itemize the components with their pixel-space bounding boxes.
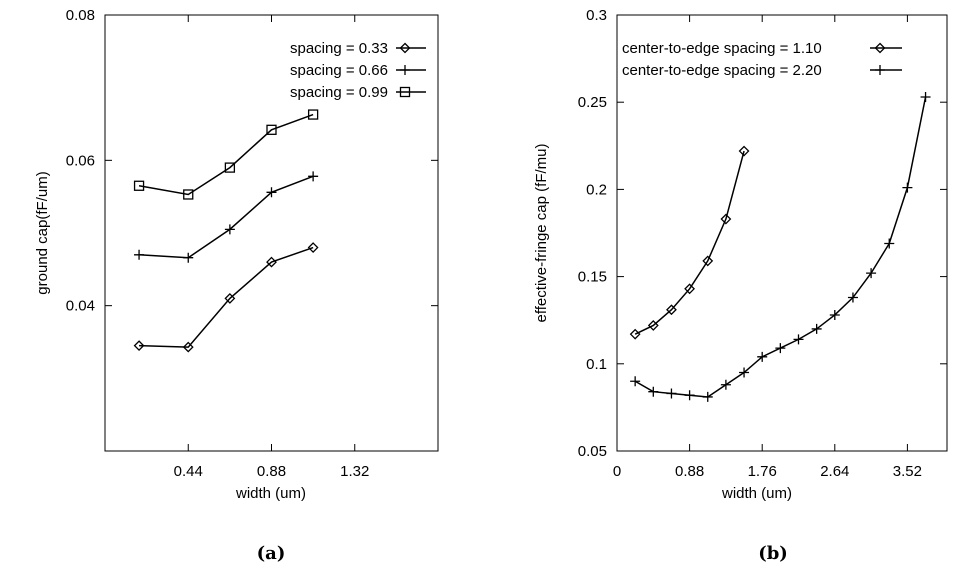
chart-a-y-tick-label: 0.08 [66,7,95,24]
chart-a-legend: spacing = 0.33 spacing = 0.66 spacing = 0.… [290,40,426,101]
chart-a-series-line-3 [138,113,314,196]
chart-a-x-axis-label: width (um) [235,485,306,502]
chart-b-data-point [684,390,695,401]
chart-a-data-point [266,187,277,198]
chart-b-x-tick-label: 0.88 [675,463,704,480]
chart-a-legend-marker [400,65,410,75]
chart-a-caption: (a) [257,543,286,564]
chart-a-legend-marker [399,42,411,54]
chart-b-data-point [793,334,804,345]
chart-b-legend-label: center-to-edge spacing = 2.20 [622,62,822,79]
chart-a-data-point [133,180,145,191]
chart-b-series-group [629,91,931,402]
chart-a-x-tick-label: 0.44 [174,463,203,480]
chart-b-data-point [666,304,677,316]
chart-a-legend-label: spacing = 0.99 [290,84,388,101]
chart-b-data-point [775,343,786,354]
chart-b-data-point [757,351,768,362]
chart-a-data-point [182,341,194,353]
chart-b-y-tick-label: 0.1 [586,356,607,373]
chart-b-plot-frame [616,14,948,452]
chart-b-data-point [884,238,895,249]
chart-b-data-point [702,391,713,402]
chart-b-legend-label: center-to-edge spacing = 1.10 [622,40,822,57]
chart-b-x-tick-label: 1.76 [748,463,777,480]
chart-a-data-point [224,224,235,235]
chart-a-legend-entry: spacing = 0.66 [290,62,426,79]
chart-b-y-tick-label: 0.15 [578,269,607,286]
chart-b-data-point [866,268,877,279]
chart-b-legend-marker [874,42,886,54]
chart-a-data-point [183,189,194,200]
chart-a-data-point [266,124,277,135]
chart-a-data-point [308,171,319,182]
chart-b-legend: center-to-edge spacing = 1.10 center-to-e… [622,40,902,79]
chart-b-data-point [630,376,641,387]
chart-a-y-axis: 0.04 0.06 0.08 [66,7,438,315]
chart-b-data-point [739,367,750,378]
chart-a-data-point [133,340,145,352]
chart-a-series-line-2 [139,175,314,259]
chart-b-legend-entry: center-to-edge spacing = 1.10 [622,40,902,57]
chart-b-x-tick-label: 3.52 [893,463,922,480]
chart-a-y-tick-label: 0.04 [66,298,95,315]
chart-b-data-point [920,91,931,102]
chart-a-x-axis: 0.44 0.88 1.32 [174,15,369,480]
chart-b-y-axis-label: effective-fringe cap (fF/mu) [533,144,550,323]
chart-b-data-point [847,292,858,303]
chart-a-data-point [266,256,277,268]
chart-b-data-point [829,309,840,320]
chart-b-y-axis: 0.05 0.1 0.15 0.2 0.25 0.3 [578,7,947,460]
chart-b-data-point [720,213,732,225]
chart-a-legend-label: spacing = 0.33 [290,40,388,57]
chart-b: 0 0.88 1.76 2.64 3.52 0.050.10.150.20.250.3 … [533,7,948,564]
chart-a-plot-frame [104,14,439,452]
chart-b-data-point [629,328,641,340]
chart-b-y-tick-label: 0.3 [586,7,607,24]
chart-b-data-point [666,388,677,399]
chart-b-data-point [738,145,750,157]
chart-a: 0.44 0.88 1.32 0.04 0.06 0.08 spacing = 0.33… [34,7,439,564]
chart-a-legend-label: spacing = 0.66 [290,62,388,79]
chart-b-legend-marker [875,65,885,75]
chart-b-data-point [648,386,659,397]
chart-b-caption: (b) [758,543,788,564]
chart-b-y-tick-label: 0.05 [578,443,607,460]
chart-b-data-point [720,379,731,390]
chart-a-data-point [134,249,145,260]
chart-a-data-point [307,242,319,253]
chart-b-data-point [684,283,696,295]
chart-b-data-point [647,320,659,331]
chart-a-series-line-1 [139,246,314,348]
chart-a-data-point [224,292,236,304]
chart-b-y-tick-label: 0.25 [578,94,607,111]
chart-a-legend-entry: spacing = 0.33 [290,40,426,57]
chart-b-legend-entry: center-to-edge spacing = 2.20 [622,62,902,79]
chart-b-series-line-1 [634,150,745,335]
chart-a-data-point [224,162,236,173]
chart-b-data-point [902,182,913,193]
chart-b-data-point [811,323,822,334]
chart-a-x-tick-label: 0.88 [257,463,286,480]
chart-b-y-tick-label: 0.2 [586,181,607,198]
chart-a-y-tick-label: 0.06 [66,152,95,169]
chart-a-legend-marker [399,86,411,98]
chart-a-y-axis-label: ground cap(fF/um) [34,171,51,294]
chart-a-data-point [183,252,194,263]
chart-b-data-point [702,255,714,267]
chart-b-x-axis: 0 0.88 1.76 2.64 3.52 [613,15,922,480]
chart-a-legend-entry: spacing = 0.99 [290,84,426,101]
chart-a-x-tick-label: 1.32 [340,463,369,480]
chart-b-x-axis-label: width (um) [721,485,792,502]
chart-a-series-group [133,109,319,353]
chart-b-x-tick-label: 0 [613,463,621,480]
chart-b-x-tick-label: 2.64 [820,463,849,480]
chart-a-data-point [307,109,319,120]
